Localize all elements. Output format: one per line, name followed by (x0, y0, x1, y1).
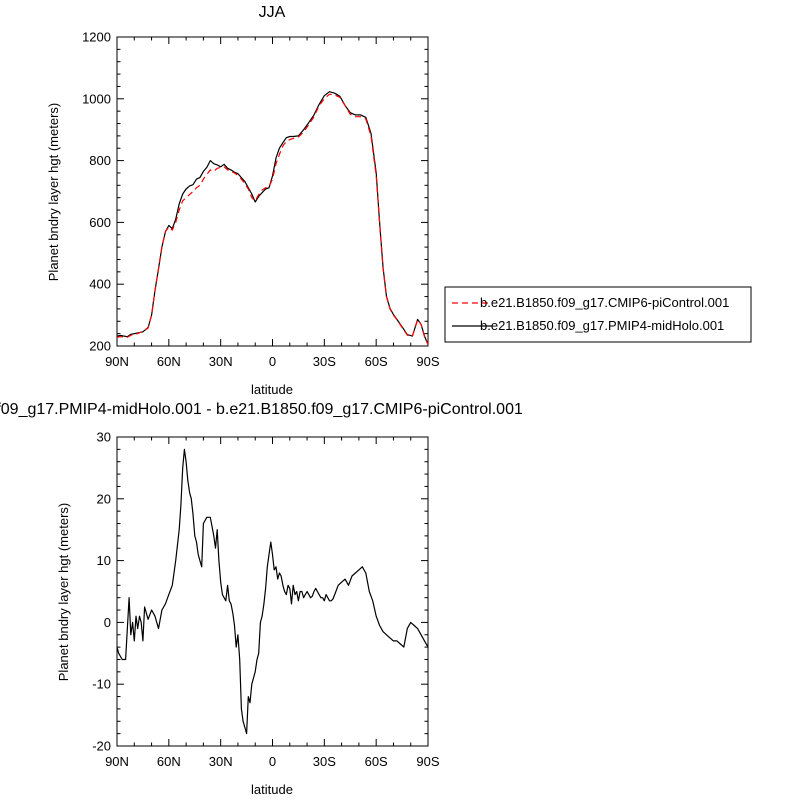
bottom-y-tick-label: 20 (97, 491, 111, 506)
legend: b.e21.B1850.f09_g17.CMIP6-piControl.001 … (444, 286, 752, 343)
bottom-x-tick-label: 90S (416, 754, 439, 769)
top-y-tick-label: 1000 (82, 91, 111, 106)
top-series-line-1 (116, 93, 429, 345)
top-x-tick-label: 90N (105, 354, 129, 369)
legend-label-picontrol: b.e21.B1850.f09_g17.CMIP6-piControl.001 (480, 295, 729, 310)
bottom-x-tick-label: 60N (157, 754, 181, 769)
top-y-axis-label: Planet bndry layer hgt (meters) (46, 103, 61, 281)
legend-box (444, 286, 752, 343)
bottom-y-axis-label: Planet bndry layer hgt (meters) (56, 503, 71, 681)
top-chart-title: JJA (259, 4, 286, 21)
top-y-tick-label: 600 (89, 215, 111, 230)
top-plot-frame (116, 36, 429, 347)
top-y-tick-label: 200 (89, 339, 111, 354)
bottom-y-tick-label: 0 (104, 615, 111, 630)
top-x-tick-label: 0 (269, 354, 276, 369)
bottom-y-tick-label: 30 (97, 430, 111, 445)
bottom-series-line-0 (116, 448, 429, 735)
bottom-plot-area: 90N 60N 30N 0 30S 60S 90S -20 -10 0 10 20 30 (92, 430, 440, 770)
bottom-x-axis-label: latitude (251, 782, 293, 797)
bottom-x-tick-label: 0 (269, 754, 276, 769)
bottom-plot-frame (116, 436, 429, 747)
bottom-y-tick-label: -10 (92, 677, 111, 692)
top-series-line-0 (116, 91, 429, 345)
bottom-x-tick-label: 60S (365, 754, 388, 769)
bottom-line-chart: b.e21.B1850.f09_g17.PMIP4-midHolo.001 - … (0, 401, 523, 797)
bottom-y-tick-label: 10 (97, 553, 111, 568)
top-plot-area: 90N 60N 30N 0 30S 60S 90S 200 400 600 800 1000 1200 (82, 30, 440, 370)
top-y-tick-label: 400 (89, 277, 111, 292)
bottom-chart-title: b.e21.B1850.f09_g17.PMIP4-midHolo.001 - … (0, 401, 523, 418)
bottom-y-tick-label: -20 (92, 739, 111, 754)
top-x-tick-label: 60N (157, 354, 181, 369)
top-y-tick-label: 1200 (82, 30, 111, 45)
bottom-x-tick-label: 30S (313, 754, 336, 769)
top-x-axis-label: latitude (251, 382, 293, 397)
top-line-chart: JJA 90N 60N 30N 0 30S 60S 90S 200 400 600 800 1000 1… (46, 4, 752, 397)
top-x-tick-label: 30N (209, 354, 233, 369)
top-x-tick-label: 60S (365, 354, 388, 369)
top-x-tick-label: 30S (313, 354, 336, 369)
bottom-x-tick-label: 90N (105, 754, 129, 769)
top-x-tick-label: 90S (416, 354, 439, 369)
bottom-x-tick-label: 30N (209, 754, 233, 769)
top-y-tick-label: 800 (89, 153, 111, 168)
legend-label-midholo: b.e21.B1850.f09_g17.PMIP4-midHolo.001 (480, 318, 724, 333)
